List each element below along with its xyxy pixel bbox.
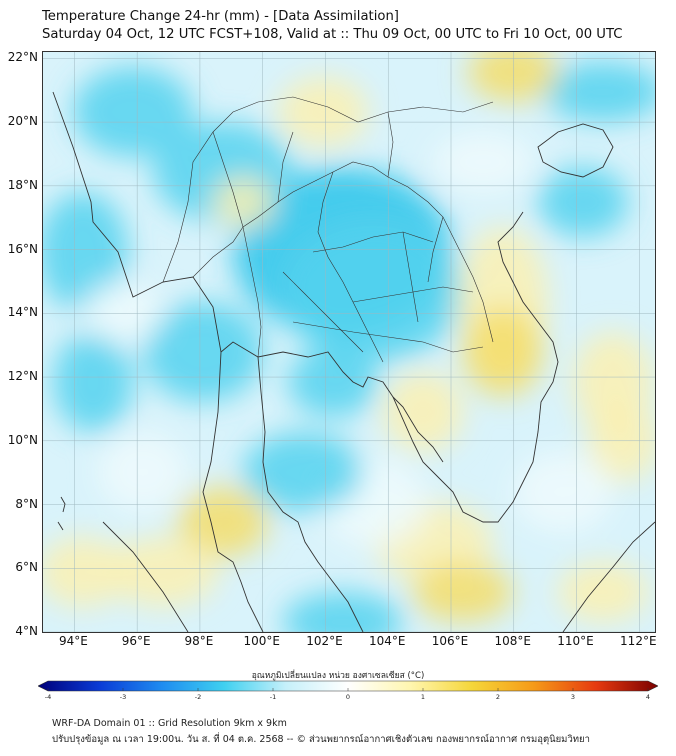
coastline-gulf [220, 211, 559, 523]
field-anomaly [558, 562, 648, 622]
colorbar-tick-label: -2 [194, 693, 202, 701]
longitude-tick-label: 110°E [557, 634, 594, 648]
colorbar-tick-label: 1 [420, 693, 426, 701]
field-anomaly [98, 432, 188, 512]
field-anomaly [288, 347, 378, 417]
longitude-tick-label: 106°E [431, 634, 469, 648]
latitude-tick-label: 6°N [15, 560, 38, 575]
field-anomaly [43, 537, 128, 607]
longitude-tick-label: 112°E [620, 634, 657, 648]
field-anomaly [73, 67, 193, 157]
map-canvas [43, 52, 655, 632]
colorbar-tick-label: 2 [495, 693, 501, 701]
coastline-borneo [562, 521, 655, 632]
admin-borders [162, 96, 494, 363]
colorbar-tick-label: -3 [119, 693, 127, 701]
field-anomaly [463, 307, 543, 397]
map-panel[interactable] [42, 51, 656, 633]
colorbar-title: อุณหภูมิเปลี่ยนแปลง หน่วย องศาเซลเซียส (… [251, 671, 425, 681]
colorbar-tick-label: 4 [645, 693, 651, 701]
coastline-mekong [392, 396, 444, 463]
longitude-tick-label: 108°E [494, 634, 532, 648]
map-title: Temperature Change 24-hr (mm) - [Data As… [42, 9, 399, 24]
longitude-tick-label: 100°E [243, 634, 280, 648]
latitude-tick-label: 10°N [7, 432, 38, 447]
latitude-tick-label: 12°N [7, 369, 38, 384]
latitude-tick-label: 20°N [7, 114, 38, 129]
longitude-tick-label: 96°E [121, 634, 151, 648]
field-anomaly [383, 372, 463, 452]
field-anomaly [283, 222, 463, 362]
field-anomaly [433, 132, 533, 192]
longitude-tick-label: 98°E [184, 634, 214, 648]
field-anomaly [83, 282, 163, 342]
footer-credit: ปรับปรุงข้อมูล ณ เวลา 19:00น. วัน ส. ที่… [52, 734, 590, 745]
field-anomaly [283, 592, 403, 632]
longitude-tick-label: 104°E [368, 634, 406, 648]
latitude-tick-label: 8°N [15, 496, 38, 511]
temperature-change-field [43, 52, 655, 632]
colorbar-tick-label: -4 [44, 693, 52, 701]
field-anomaly [213, 177, 273, 227]
coastline-peninsula [257, 356, 364, 632]
field-anomaly [513, 452, 613, 532]
latitude-tick-label: 4°N [15, 624, 38, 638]
latitude-tick-label: 18°N [7, 177, 38, 192]
field-anomaly [278, 77, 368, 147]
chart-title-block: Temperature Change 24-hr (mm) - [Data As… [42, 8, 622, 44]
field-anomaly [588, 402, 655, 482]
field-anomaly [108, 537, 218, 607]
coastline-sumatra [102, 521, 189, 632]
field-anomaly [413, 562, 513, 622]
field-anomaly [468, 52, 558, 102]
andaman-islands [57, 496, 66, 531]
longitude-tick-label: 102°E [306, 634, 343, 648]
field-anomaly [538, 167, 628, 237]
map-subtitle: Saturday 04 Oct, 12 UTC FCST+108, Valid … [42, 27, 623, 42]
field-anomaly [53, 332, 133, 432]
colorbar-tick-label: -1 [269, 693, 277, 701]
longitude-tick-label: 94°E [58, 634, 88, 648]
latitude-tick-label: 14°N [7, 305, 38, 320]
colorbar-tick-label: 3 [570, 693, 576, 701]
footer-model-info: WRF-DA Domain 01 :: Grid Resolution 9km … [52, 718, 287, 729]
hainan-island [537, 123, 614, 178]
colorbar-tick-label: 0 [345, 693, 351, 701]
graticule [43, 52, 655, 632]
coastlines-borders [52, 91, 655, 632]
latitude-tick-label: 16°N [7, 241, 38, 256]
field-anomaly [543, 62, 655, 122]
field-anomaly [43, 192, 128, 312]
field-anomaly [243, 432, 363, 512]
colorbar [38, 680, 658, 692]
latitude-tick-label: 22°N [7, 50, 38, 65]
